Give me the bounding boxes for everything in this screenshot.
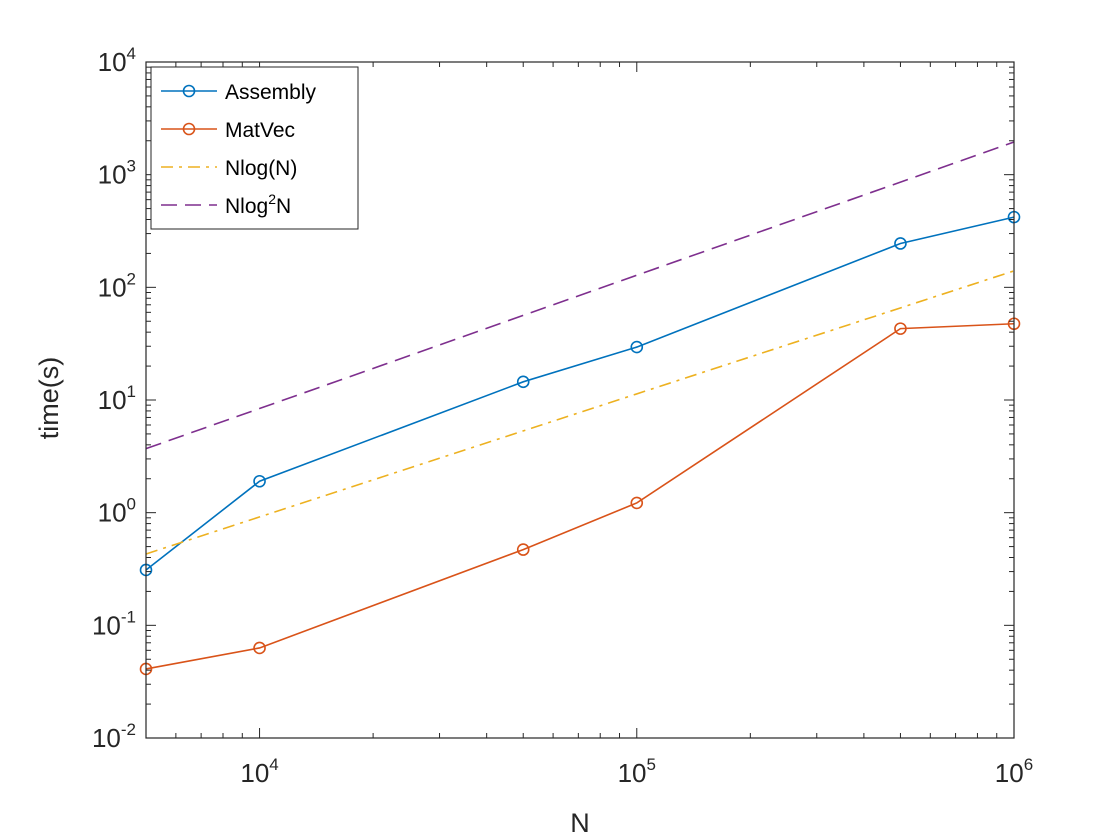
y-tick-label-exponent: 2 <box>127 269 136 288</box>
data-point <box>516 375 530 389</box>
data-point <box>253 641 266 655</box>
x-axis-title: N <box>570 808 590 838</box>
legend-label: Assembly <box>225 81 317 104</box>
y-tick-label-exponent: 0 <box>127 495 136 514</box>
x-tick-label: 106 <box>995 755 1033 788</box>
y-tick-label: 101 <box>98 382 136 415</box>
legend-label: MatVec <box>225 119 295 142</box>
y-tick-label-base: 10 <box>92 723 121 753</box>
legend-label: Nlog2N <box>225 191 291 218</box>
x-tick-label-base: 10 <box>618 758 647 788</box>
data-point <box>894 322 907 335</box>
y-tick-label-base: 10 <box>98 47 127 77</box>
y-tick-label: 104 <box>98 44 136 77</box>
x-tick-label-base: 10 <box>240 758 269 788</box>
y-tick-label-base: 10 <box>98 160 127 190</box>
legend-marker <box>182 84 196 98</box>
plot-frame <box>145 61 1015 739</box>
y-tick-label: 102 <box>98 269 136 302</box>
legend-label-superscript: 2 <box>268 191 276 207</box>
y-tick-label-base: 10 <box>98 385 127 415</box>
y-tick-label: 103 <box>98 157 136 190</box>
legend-item: MatVec <box>161 119 295 142</box>
y-tick-label: 10-2 <box>92 720 136 753</box>
data-point <box>630 340 644 354</box>
axes <box>145 61 1015 739</box>
y-tick-label-exponent: -2 <box>121 720 136 739</box>
legend-item: Assembly <box>161 81 317 104</box>
y-tick-label: 10-1 <box>92 607 136 640</box>
legend-label-base: Nlog <box>225 195 268 218</box>
x-tick-label-exponent: 4 <box>269 755 278 774</box>
series-nlog-n- <box>145 270 1015 555</box>
legend-item: Nlog(N) <box>161 157 297 180</box>
data-point <box>630 496 644 510</box>
series-nlog2n <box>145 141 1015 450</box>
y-tick-label: 100 <box>98 495 136 528</box>
y-axis-title: time(s) <box>34 357 64 440</box>
y-tick-label-base: 10 <box>98 272 127 302</box>
data-point <box>516 543 530 556</box>
x-tick-label-base: 10 <box>995 758 1024 788</box>
legend-label-tail: N <box>276 195 291 218</box>
y-tick-label-exponent: 1 <box>127 382 136 401</box>
series-line <box>145 141 1015 450</box>
y-tick-label-exponent: -1 <box>121 607 136 626</box>
series-layer <box>139 141 1021 676</box>
data-point <box>894 237 907 250</box>
x-tick-label-exponent: 5 <box>647 755 656 774</box>
series-line <box>145 322 1015 670</box>
y-tick-label-exponent: 3 <box>127 157 136 176</box>
data-point <box>253 474 266 488</box>
series-line <box>145 270 1015 555</box>
x-tick-label-exponent: 6 <box>1024 755 1033 774</box>
y-tick-label-base: 10 <box>92 610 121 640</box>
x-tick-label: 104 <box>240 755 278 788</box>
y-tick-label-base: 10 <box>98 498 127 528</box>
legend-label: Nlog(N) <box>225 157 297 180</box>
legend-marker <box>182 122 196 136</box>
legend-box <box>150 66 359 230</box>
y-tick-label-exponent: 4 <box>127 44 136 63</box>
legend-item: Nlog2N <box>161 191 291 218</box>
x-tick-label: 105 <box>618 755 656 788</box>
legend: Assembly MatVec Nlog(N) Nlog2N <box>150 66 359 230</box>
series-line <box>145 216 1015 571</box>
